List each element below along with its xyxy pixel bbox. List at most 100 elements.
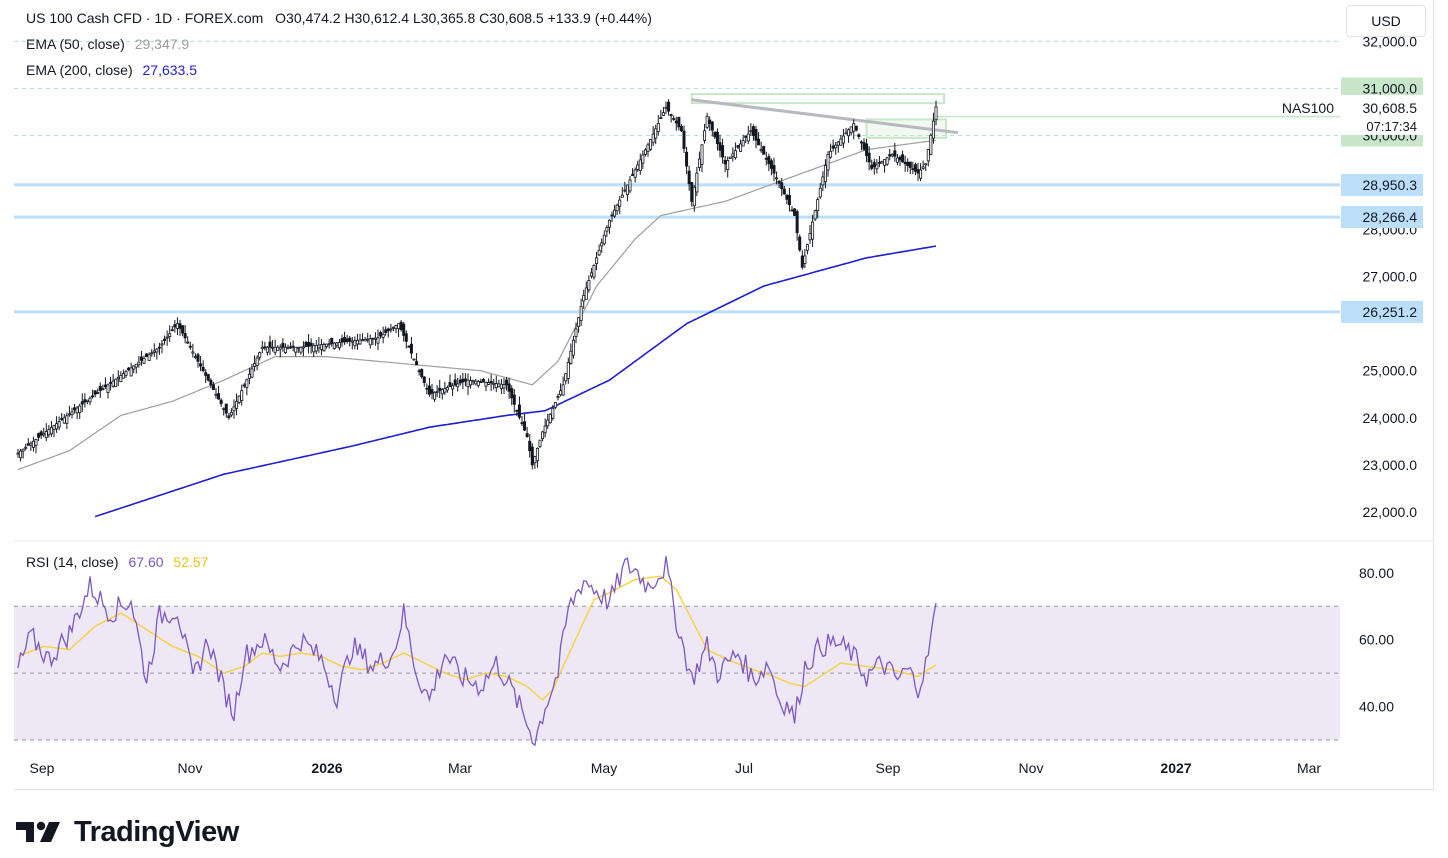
candle-body	[592, 264, 596, 278]
candle-body	[859, 141, 863, 144]
tradingview-logo[interactable]: TradingView	[16, 812, 239, 852]
candle-body	[764, 157, 768, 160]
candle-body	[798, 236, 802, 251]
candle-body	[584, 287, 588, 300]
level-label: 31,000.0	[1363, 80, 1418, 96]
candle-body	[656, 123, 660, 132]
candle-body	[394, 325, 398, 330]
time-tick-label: May	[591, 760, 617, 776]
candle-body	[93, 390, 97, 395]
candle-body	[101, 388, 105, 391]
candle-body	[21, 448, 25, 452]
candle-body	[165, 336, 169, 339]
candle-body	[685, 151, 689, 167]
candle-body	[129, 367, 133, 377]
candle-body	[921, 166, 925, 169]
rsi-pane	[14, 540, 1434, 741]
candle-body	[168, 333, 172, 337]
candle-body	[512, 394, 516, 405]
candle-body	[386, 328, 390, 332]
candle-body	[700, 144, 704, 165]
candle-body	[170, 329, 174, 332]
candle-body	[139, 356, 143, 361]
candle-body	[332, 342, 336, 349]
candle-body	[191, 351, 195, 354]
candle-body	[157, 346, 161, 349]
candle-body	[193, 356, 197, 359]
candle-body	[247, 373, 251, 379]
candle-body	[350, 340, 354, 343]
ema50-legend[interactable]: EMA (50, close) 29,347.9	[26, 36, 189, 52]
candle-body	[744, 135, 748, 138]
candle-body	[826, 153, 830, 171]
candle-body	[669, 114, 673, 116]
candle-body	[175, 323, 179, 329]
candle-body	[111, 380, 115, 387]
candle-body	[366, 338, 370, 341]
candle-body	[893, 150, 897, 157]
candle-body	[397, 323, 401, 330]
candle-body	[49, 427, 53, 435]
candle-body	[708, 119, 712, 124]
rsi-ma-value: 52.57	[173, 554, 209, 570]
candle-body	[183, 333, 187, 339]
time-tick-label: 2026	[311, 760, 342, 776]
candle-body	[854, 125, 858, 131]
candle-body	[703, 130, 707, 141]
rsi-legend[interactable]: RSI (14, close) 67.60 52.57	[26, 554, 208, 570]
candle-body	[260, 346, 264, 350]
candle-body	[317, 344, 321, 349]
candle-body	[795, 211, 799, 234]
countdown-label: 07:17:34	[1366, 119, 1417, 134]
time-tick-label: Sep	[876, 760, 901, 776]
candle-body	[44, 431, 48, 438]
candle-body	[42, 433, 46, 436]
candle-body	[70, 411, 74, 416]
candle-body	[574, 328, 578, 337]
candle-body	[258, 352, 262, 358]
candle-body	[615, 204, 619, 212]
candle-body	[607, 219, 611, 228]
candle-body	[31, 440, 35, 448]
time-tick-label: Nov	[178, 760, 203, 776]
candle-body	[245, 379, 249, 388]
rsi-tick-label: 60.00	[1359, 632, 1394, 648]
candle-body	[371, 337, 375, 340]
price-axis[interactable]: 22,000.0 23,000.0 24,000.0 25,000.0 27,000.0…	[1282, 33, 1423, 715]
candle-body	[790, 209, 794, 212]
time-axis[interactable]: Sep Nov 2026 Mar May Jul Sep Nov 2027 Mar	[30, 760, 1322, 776]
ema200-value: 27,633.5	[142, 62, 198, 78]
candle-body	[281, 342, 285, 348]
descending-trendline	[691, 98, 959, 135]
symbol-title[interactable]: US 100 Cash CFD · 1D · FOREX.com	[26, 10, 264, 26]
level-label-box	[1341, 206, 1423, 229]
rsi-ma-line	[17, 575, 937, 701]
candle-body	[767, 156, 771, 165]
candle-body	[268, 341, 272, 348]
candle-body	[625, 184, 629, 196]
candle-body	[934, 106, 938, 121]
candle-body	[841, 135, 845, 144]
candle-body	[26, 443, 30, 446]
candle-body	[276, 346, 280, 351]
candle-body	[435, 391, 439, 393]
candle-body	[73, 407, 77, 411]
ema200-legend[interactable]: EMA (200, close) 27,633.5	[26, 62, 197, 78]
candle-body	[800, 255, 804, 268]
candle-body	[127, 367, 131, 371]
candle-body	[579, 306, 583, 321]
candle-body	[19, 450, 23, 459]
candle-body	[240, 390, 244, 401]
candle-body	[474, 380, 478, 385]
candle-body	[561, 384, 565, 396]
candle-body	[299, 346, 303, 353]
ema200-label: EMA (200, close)	[26, 62, 133, 78]
candle-body	[862, 142, 866, 150]
candle-body	[674, 120, 678, 124]
candle-body	[494, 383, 498, 389]
candle-body	[499, 383, 503, 389]
candles[interactable]	[16, 99, 938, 470]
candle-body	[497, 383, 501, 388]
currency-button[interactable]: USD	[1346, 5, 1426, 37]
